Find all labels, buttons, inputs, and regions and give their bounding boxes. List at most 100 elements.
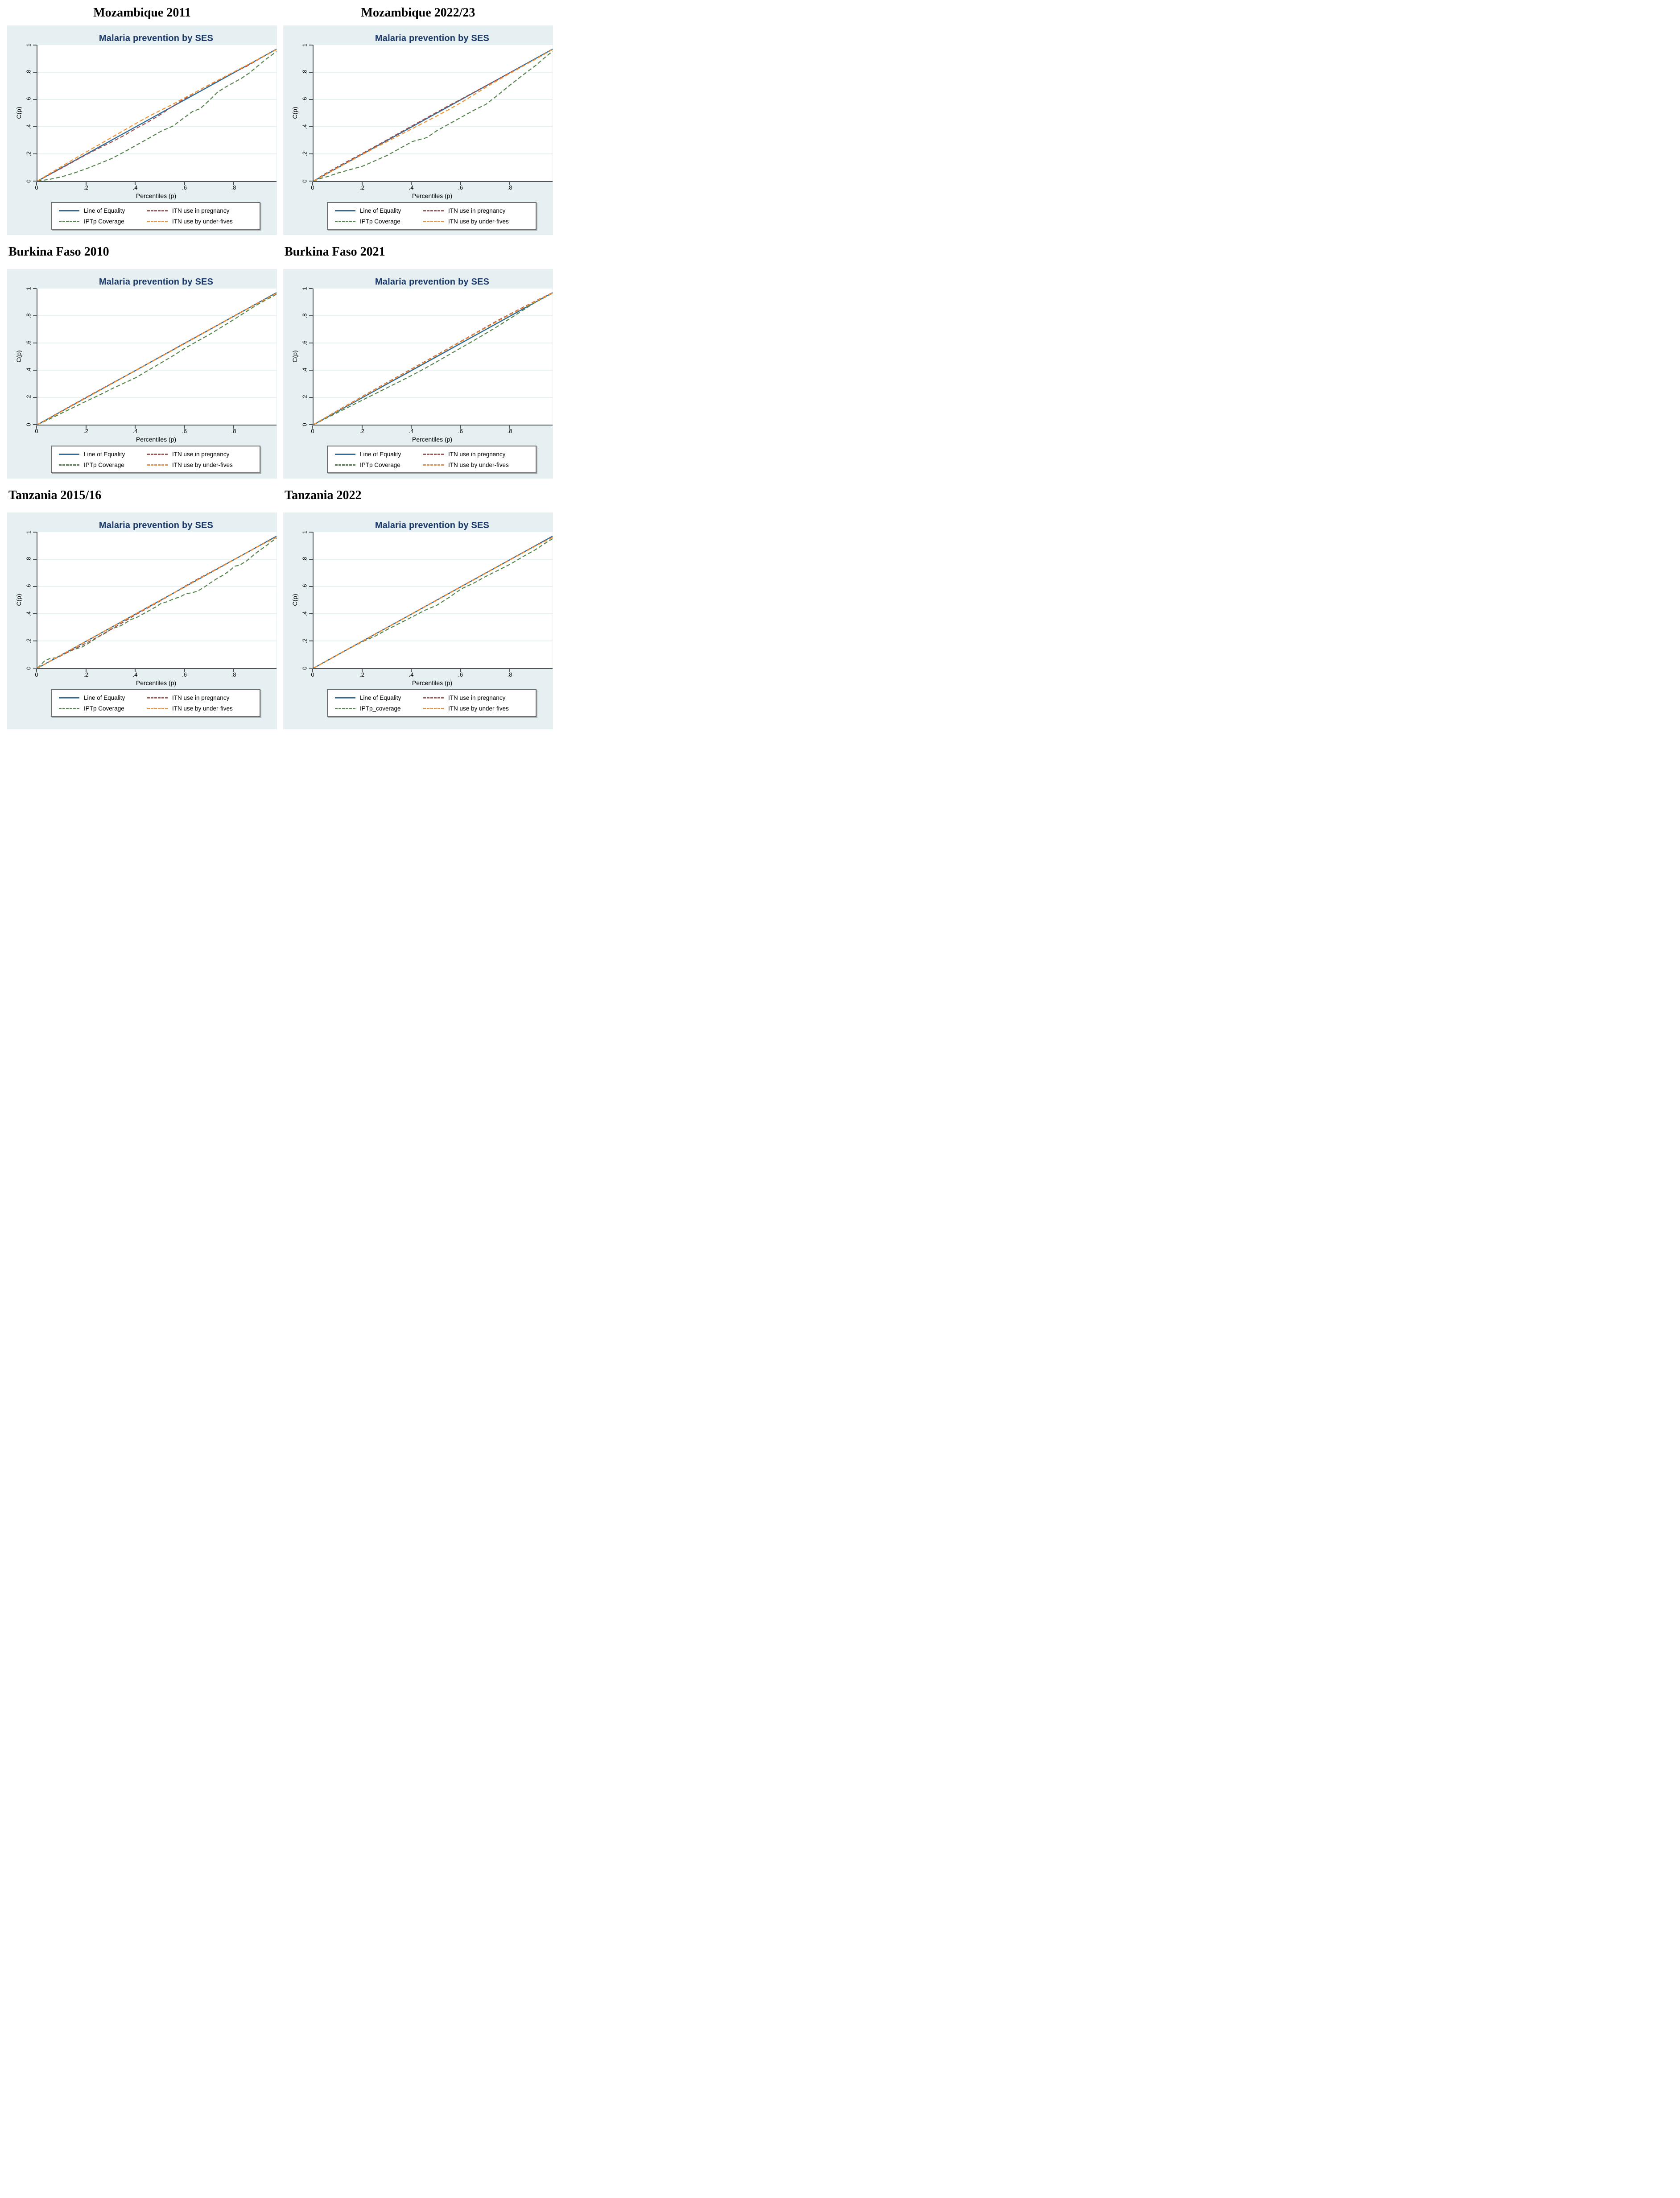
x-tick-mark [233,182,235,185]
y-tick-mark [309,315,313,316]
x-tick-mark [361,426,363,429]
legend-swatch-equality [59,697,79,698]
y-tick-mark [309,668,313,669]
legend-label: ITN use by under-fives [172,705,233,712]
plot-area [37,289,277,426]
x-tick-mark [135,182,136,185]
x-tick-label: .6 [458,184,463,191]
legend-swatch-pregnancy [423,697,444,698]
chart-card: Malaria prevention by SES C(p) Percentil… [283,512,553,729]
x-tick-label: .2 [359,428,364,434]
x-tick-label: .8 [231,428,236,434]
y-tick-mark [309,424,313,425]
y-tick-mark [309,397,313,398]
x-tick-label: .6 [182,428,187,434]
legend-item: IPTp Coverage [335,462,423,468]
y-tick-label: .4 [301,611,308,616]
y-tick-label: 1 [301,43,308,47]
x-tick-label: .4 [132,428,138,434]
y-tick-label: .6 [301,584,308,589]
series-underfives [37,293,277,425]
legend-swatch-equality [59,210,79,211]
chart-panel: Mozambique 2011 Malaria prevention by SE… [7,0,277,235]
x-tick-label: 0 [35,184,38,191]
x-tick-mark [411,426,412,429]
country-year-label: Mozambique 2022/23 [361,5,475,20]
y-tick-mark [309,153,313,154]
legend-item: IPTp Coverage [335,218,423,225]
legend-swatch-pregnancy [147,210,168,211]
legend-label: Line of Equality [84,694,125,701]
country-year-label: Burkina Faso 2010 [8,245,109,259]
x-tick-label: 0 [311,428,314,434]
legend-label: ITN use in pregnancy [172,207,230,214]
legend-label: ITN use in pregnancy [448,694,506,701]
y-tick-mark [309,613,313,614]
country-year-header: Burkina Faso 2010 [7,235,277,269]
y-tick-label: 0 [301,666,308,670]
chart-title: Malaria prevention by SES [375,521,490,530]
chart-panel: Tanzania 2022 Malaria prevention by SES … [283,479,553,729]
legend-item: IPTp_coverage [335,705,423,712]
y-tick-label: .6 [301,340,308,346]
legend-item: ITN use by under-fives [147,705,260,712]
y-tick-mark [33,668,37,669]
series-equality [314,292,553,425]
legend-item: ITN use in pregnancy [423,207,536,214]
x-tick-label: .8 [507,428,512,434]
curves-svg [37,292,277,425]
x-tick-mark [361,669,363,672]
country-year-label: Tanzania 2022 [285,488,362,502]
legend-label: Line of Equality [84,207,125,214]
legend-label: ITN use by under-fives [172,218,233,225]
x-tick-label: .2 [83,428,88,434]
legend-item: Line of Equality [335,207,423,214]
series-iptp [314,293,553,425]
legend-item: Line of Equality [335,694,423,701]
y-axis-label: C(p) [291,594,298,606]
y-tick-mark [33,181,37,182]
y-tick-label: .2 [25,638,32,644]
series-iptp [37,51,277,181]
x-tick-mark [85,182,87,185]
y-tick-mark [33,586,37,587]
series-pregnancy [314,49,553,181]
x-tick-mark [36,426,37,429]
x-tick-label: .8 [507,671,512,678]
chart-title: Malaria prevention by SES [375,33,490,43]
x-tick-mark [135,669,136,672]
y-tick-mark [33,640,37,641]
x-tick-mark [509,426,511,429]
y-tick-label: .6 [25,340,32,346]
legend-swatch-iptp [335,464,355,466]
x-tick-label: .4 [132,671,138,678]
legend-swatch-iptp [335,707,355,709]
curves-svg [314,292,553,425]
curves-svg [37,536,277,668]
y-tick-label: .8 [25,70,32,75]
x-tick-mark [184,182,185,185]
legend-item: Line of Equality [59,207,147,214]
chart-panel: Burkina Faso 2010 Malaria prevention by … [7,235,277,479]
x-axis-label: Percentiles (p) [136,679,177,686]
legend: Line of Equality ITN use in pregnancy IPTp… [327,446,537,473]
legend-item: IPTp Coverage [59,705,147,712]
x-tick-label: 0 [311,671,314,678]
y-tick-label: .4 [301,368,308,373]
legend-swatch-iptp [59,707,79,709]
y-tick-label: .8 [301,313,308,318]
legend-label: ITN use by under-fives [172,461,233,468]
y-tick-label: 0 [25,179,32,183]
x-tick-mark [36,182,37,185]
legend-swatch-pregnancy [147,697,168,698]
x-tick-mark [233,669,235,672]
y-tick-label: 1 [25,287,32,290]
legend-item: ITN use by under-fives [423,705,536,712]
x-tick-mark [411,182,412,185]
y-tick-label: .2 [301,638,308,644]
chart-title: Malaria prevention by SES [375,277,490,287]
chart-card: Malaria prevention by SES C(p) Percentil… [7,269,277,479]
y-tick-label: 1 [301,287,308,290]
series-underfives [37,49,277,181]
legend-item: ITN use in pregnancy [147,451,260,458]
